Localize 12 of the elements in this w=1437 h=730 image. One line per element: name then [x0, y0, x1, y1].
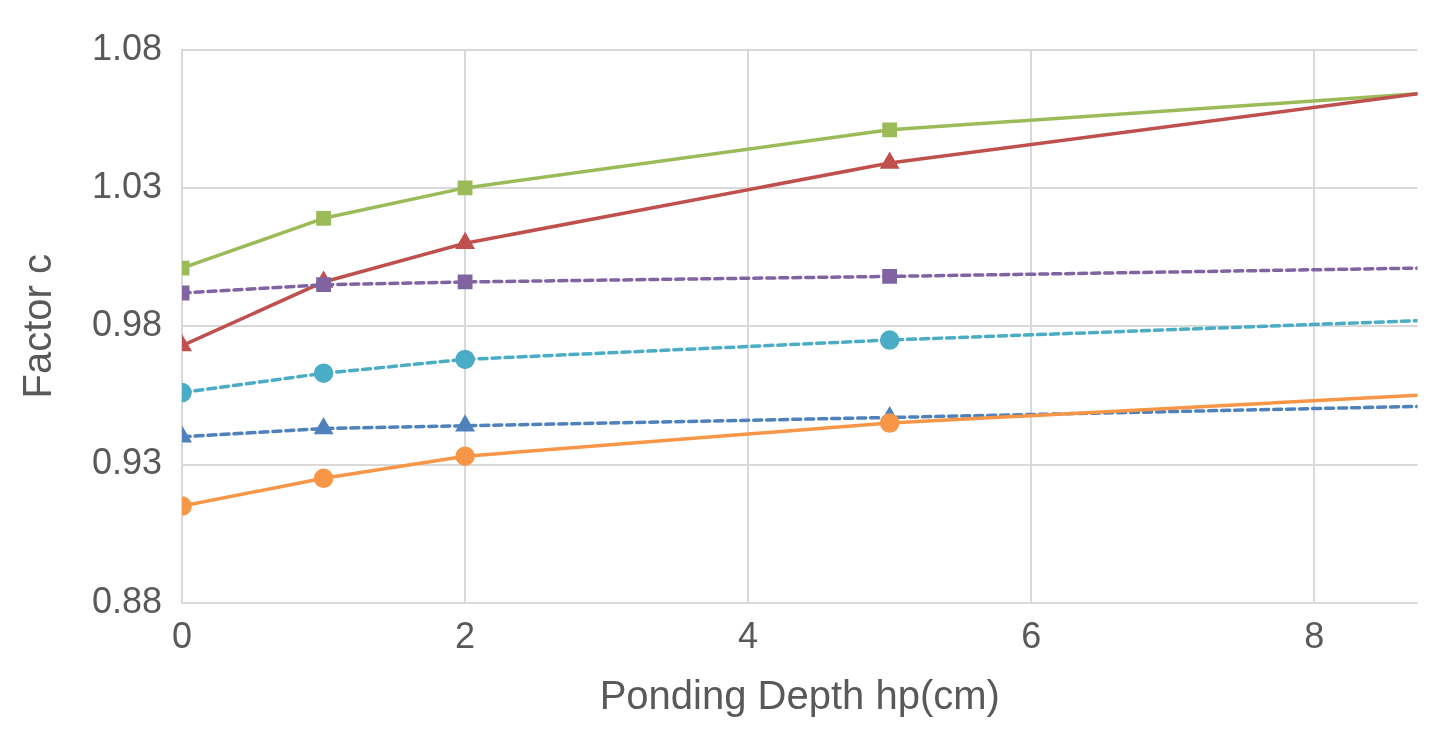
y-tick-label: 0.93 [91, 441, 163, 483]
y-tick-label: 1.03 [91, 164, 163, 206]
x-tick-label: 2 [455, 615, 476, 657]
x-tick-label: 8 [1304, 615, 1325, 657]
x-tick-label: 0 [172, 615, 193, 657]
y-tick-label: 0.88 [91, 579, 163, 621]
x-axis-title: Ponding Depth hp(cm) [599, 673, 1000, 718]
y-axis-title: Factor c [15, 253, 60, 399]
x-tick-label: 4 [738, 615, 759, 657]
y-tick-label: 1.08 [91, 26, 163, 68]
x-tick-label: 6 [1021, 615, 1042, 657]
y-tick-label: 0.98 [91, 303, 163, 345]
